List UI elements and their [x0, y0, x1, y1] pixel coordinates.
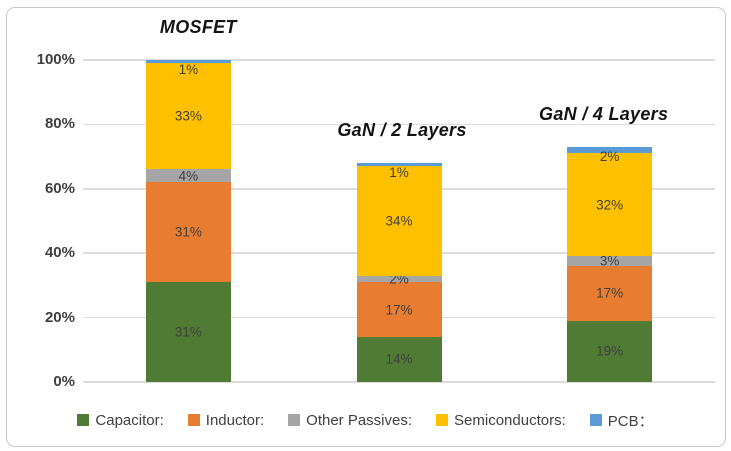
bar-segment-pcb-1: 1%: [145, 60, 231, 77]
legend-swatch-icon: [77, 414, 90, 426]
chart-legend: Capacitor: Inductor: Other Passives: Semico…: [0, 407, 731, 433]
bar-segment-pcb-2: 1%: [356, 163, 442, 180]
data-label: 17%: [596, 285, 624, 301]
bar-title-1: MOSFET: [159, 17, 237, 37]
bar-segment-inductor-2: 17%: [356, 282, 442, 337]
bar-segment-inductor-1: 31%: [145, 182, 231, 283]
legend-item-inductor: Inductor:: [187, 411, 265, 429]
data-label: 4%: [178, 168, 199, 184]
legend-label: Inductor:: [205, 411, 265, 429]
bar-segment-otherpassives-2: 2%: [356, 271, 442, 286]
bar-segment-semiconductors-3: 32%: [567, 153, 653, 257]
data-label: 1%: [389, 165, 409, 181]
data-label: 33%: [174, 108, 202, 124]
y-axis-tick-label: 0%: [53, 373, 75, 390]
gridline-100%: [83, 59, 715, 61]
data-label: 2%: [599, 148, 620, 164]
data-label: 32%: [596, 197, 624, 213]
bar-segment-otherpassives-3: 3%: [567, 254, 653, 269]
legend-swatch-icon: [436, 414, 449, 426]
legend-swatch-icon: [187, 414, 200, 426]
y-axis-tick-label: 60%: [44, 179, 75, 197]
bar-segment-capacitor-1: 31%: [145, 282, 231, 382]
data-label: 17%: [385, 302, 413, 318]
data-label: 34%: [385, 213, 413, 229]
data-label: 31%: [174, 224, 202, 240]
legend-label: Capacitor:: [95, 411, 164, 429]
legend-label: Semiconductors:: [454, 411, 566, 429]
bar-title-2: GaN / 2 Layers: [337, 120, 467, 141]
gridline-80%: [83, 123, 715, 126]
bar-segment-pcb-3: 2%: [567, 146, 653, 164]
data-label: 1%: [178, 62, 199, 77]
legend-label: Other Passives:: [306, 411, 413, 429]
data-label: 31%: [174, 324, 202, 340]
data-label: 3%: [599, 253, 620, 269]
bar-title-3: GaN / 4 Layers: [539, 103, 669, 124]
bar-segment-semiconductors-2: 34%: [356, 166, 442, 276]
bar-segment-otherpassives-1: 4%: [145, 168, 231, 183]
bar-segment-capacitor-2: 14%: [356, 336, 442, 382]
gridline-0%: [83, 381, 715, 383]
legend-swatch-icon: [288, 414, 301, 426]
y-axis-tick-label: 100%: [36, 51, 75, 68]
data-label: 14%: [385, 351, 413, 367]
bar-segment-semiconductors-1: 33%: [145, 63, 231, 170]
legend-item-capacitor: Capacitor:: [77, 411, 164, 429]
legend-swatch-icon: [589, 414, 602, 426]
y-axis-tick-label: 20%: [44, 308, 75, 326]
legend-label: PCB：: [607, 412, 654, 430]
data-label: 19%: [596, 343, 624, 359]
bar-segment-inductor-3: 17%: [567, 266, 653, 321]
y-axis-tick-label: 80%: [44, 115, 75, 133]
legend-item-semiconductors: Semiconductors:: [436, 412, 566, 429]
legend-item-pcb: PCB：: [589, 410, 654, 431]
y-axis-tick-label: 40%: [44, 244, 75, 262]
legend-item-otherpassives: Other Passives:: [288, 412, 412, 429]
bar-segment-capacitor-3: 19%: [567, 320, 653, 382]
